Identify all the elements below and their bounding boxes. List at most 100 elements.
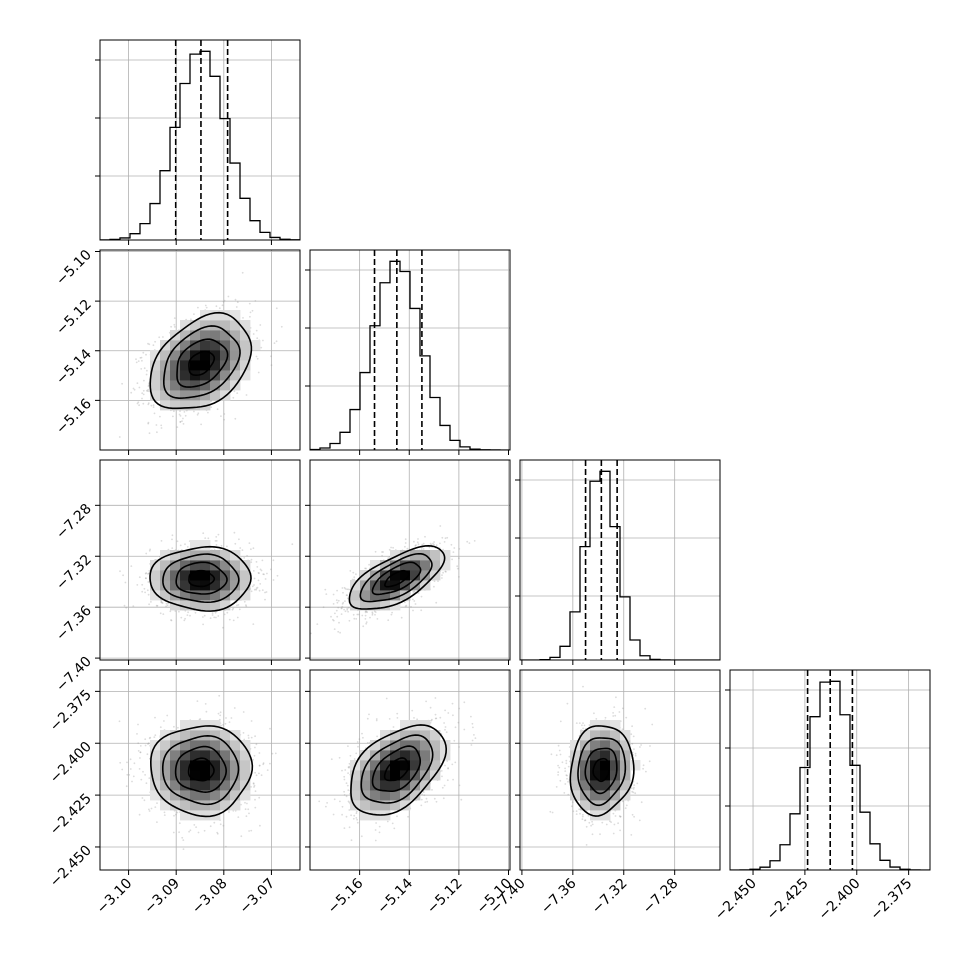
scatter-point bbox=[613, 706, 616, 708]
scatter-point bbox=[341, 603, 344, 605]
scatter-point bbox=[141, 359, 143, 362]
scatter-point bbox=[246, 802, 248, 805]
scatter-point bbox=[248, 542, 251, 544]
density-cell bbox=[620, 730, 631, 741]
scatter-point bbox=[353, 758, 356, 760]
panel-content bbox=[100, 670, 300, 870]
scatter-point bbox=[330, 615, 332, 618]
density-cell bbox=[240, 770, 251, 781]
scatter-point bbox=[250, 786, 252, 788]
scatter-point bbox=[215, 540, 218, 542]
density-cell bbox=[170, 370, 181, 381]
scatter-point bbox=[368, 563, 370, 566]
scatter-point bbox=[474, 737, 477, 739]
scatter-point bbox=[138, 768, 141, 770]
scatter-point bbox=[155, 604, 158, 607]
scatter-point bbox=[391, 822, 394, 825]
scatter-point bbox=[348, 765, 351, 768]
scatter-point bbox=[247, 808, 250, 811]
scatter-point bbox=[147, 581, 150, 583]
density-cell bbox=[200, 720, 211, 731]
scatter-point bbox=[452, 778, 454, 781]
density-cell bbox=[150, 750, 161, 761]
scatter-point bbox=[443, 541, 446, 543]
scatter-point bbox=[121, 382, 123, 385]
scatter-point bbox=[343, 794, 346, 796]
density-cell bbox=[180, 730, 191, 741]
scatter-point bbox=[148, 382, 150, 385]
scatter-point bbox=[257, 572, 260, 574]
scatter-point bbox=[141, 392, 144, 395]
density-cell bbox=[200, 320, 211, 331]
scatter-point bbox=[387, 619, 390, 622]
scatter-point bbox=[387, 557, 390, 560]
scatter-point bbox=[458, 557, 460, 560]
density-cell bbox=[400, 790, 411, 801]
scatter-point bbox=[344, 588, 347, 590]
density-cell bbox=[370, 570, 381, 581]
scatter-point bbox=[454, 726, 457, 729]
scatter-point bbox=[148, 603, 151, 606]
density-cell bbox=[170, 390, 181, 401]
density-cell bbox=[220, 370, 231, 381]
density-cell bbox=[610, 780, 621, 791]
scatter-point bbox=[420, 609, 423, 612]
x-tick-label: −5.16 bbox=[325, 875, 367, 917]
density-cell bbox=[170, 790, 181, 801]
scatter-point bbox=[253, 588, 256, 591]
scatter-point bbox=[126, 761, 128, 764]
density-cell bbox=[390, 800, 401, 811]
scatter-point bbox=[604, 716, 607, 719]
density-cell bbox=[220, 790, 231, 801]
scatter-point bbox=[211, 612, 214, 614]
scatter-point bbox=[614, 815, 617, 817]
density-cell bbox=[210, 350, 221, 361]
density-cell bbox=[180, 320, 191, 331]
density-cell bbox=[190, 340, 201, 351]
scatter-point bbox=[178, 413, 181, 416]
density-cell bbox=[400, 580, 411, 591]
scatter-point bbox=[190, 318, 192, 321]
scatter-point bbox=[416, 541, 419, 544]
scatter-point bbox=[632, 735, 635, 738]
scatter-point bbox=[374, 839, 377, 842]
scatter-point bbox=[332, 619, 335, 622]
scatter-point bbox=[264, 578, 267, 580]
scatter-point bbox=[183, 411, 186, 413]
contour-level-2 bbox=[161, 734, 240, 806]
scatter-point bbox=[160, 427, 163, 429]
scatter-point bbox=[428, 546, 431, 549]
density-cell bbox=[220, 350, 231, 361]
scatter-point bbox=[243, 557, 246, 559]
panel-content bbox=[100, 40, 300, 240]
density-cell bbox=[160, 800, 171, 811]
scatter-point bbox=[148, 569, 151, 572]
y-tick-label: −5.14 bbox=[53, 346, 95, 388]
scatter-point bbox=[165, 602, 168, 605]
scatter-point bbox=[182, 417, 184, 420]
x-tick-label: −7.32 bbox=[589, 876, 631, 918]
scatter-point bbox=[153, 736, 156, 738]
density-cell bbox=[360, 810, 371, 821]
scatter-point bbox=[139, 745, 142, 747]
scatter-point bbox=[214, 540, 217, 542]
scatter-point bbox=[567, 793, 570, 796]
density-cell bbox=[150, 390, 161, 401]
scatter-point bbox=[119, 761, 122, 764]
density-cell bbox=[220, 780, 231, 791]
scatter-point bbox=[434, 717, 437, 720]
scatter-point bbox=[374, 611, 377, 613]
scatter-point bbox=[165, 605, 168, 608]
scatter-point bbox=[220, 544, 223, 547]
scatter-point bbox=[236, 301, 239, 304]
density-cell bbox=[380, 740, 391, 751]
density-cell bbox=[240, 350, 251, 361]
density-cell bbox=[370, 740, 381, 751]
scatter-point bbox=[430, 543, 433, 546]
density-cell bbox=[630, 760, 641, 771]
scatter-point bbox=[260, 774, 263, 777]
scatter-point bbox=[223, 418, 226, 421]
density-cell bbox=[170, 590, 181, 601]
scatter-point bbox=[244, 808, 247, 811]
scatter-point bbox=[458, 746, 460, 748]
